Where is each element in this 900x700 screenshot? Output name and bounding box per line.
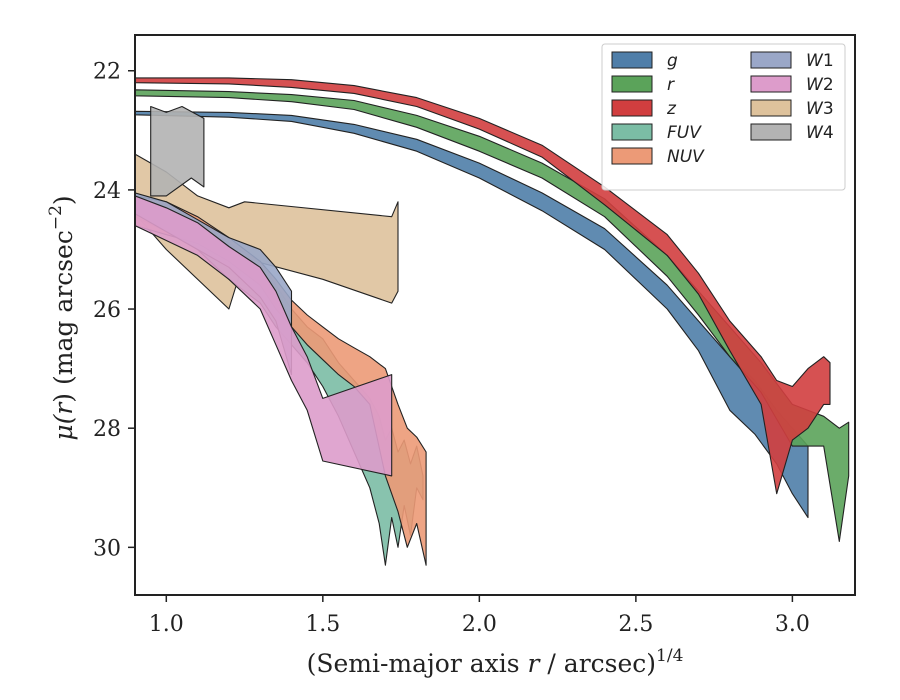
band-w3 xyxy=(135,153,399,310)
y-tick-label: 28 xyxy=(93,417,121,442)
legend-swatch-z xyxy=(611,99,653,117)
legend-label-w4: W4 xyxy=(806,123,834,143)
x-tick-label: 1.5 xyxy=(305,612,340,637)
legend-swatch-w1 xyxy=(750,51,792,69)
legend-label-z: z xyxy=(666,99,677,119)
y-axis: 22 24 26 28 30 xyxy=(93,60,135,561)
x-tick-label: 2.5 xyxy=(618,612,653,637)
y-axis-label: μ(r) (mag arcsec−2) xyxy=(46,195,78,440)
legend-label-g: g xyxy=(667,51,678,71)
legend-swatch-r xyxy=(611,75,653,93)
x-tick-label: 2.0 xyxy=(462,612,497,637)
y-tick-label: 22 xyxy=(93,60,121,85)
legend: grz FUV NUV W1 W2 W3 W4 xyxy=(601,43,846,191)
legend-label-w3: W3 xyxy=(806,99,834,119)
legend-label-nuv: NUV xyxy=(667,147,705,167)
legend-label-r: r xyxy=(667,75,675,95)
plot-frame xyxy=(134,34,856,596)
x-axis: 1.0 1.5 2.0 2.5 3.0 xyxy=(149,595,810,637)
legend-swatch-fuv xyxy=(611,123,653,141)
x-tick-label: 3.0 xyxy=(775,612,810,637)
band-g xyxy=(135,110,809,519)
legend-swatch-nuv xyxy=(611,147,653,165)
legend-swatch-w4 xyxy=(750,123,792,141)
x-axis-label: (Semi-major axis r / arcsec)1/4 xyxy=(307,646,684,678)
legend-swatch-w2 xyxy=(750,75,792,93)
legend-label-fuv: FUV xyxy=(667,123,702,143)
series-bands xyxy=(135,77,850,566)
band-w2 xyxy=(135,195,393,477)
legend-swatch-w3 xyxy=(750,99,792,117)
legend-label-w1: W1 xyxy=(806,51,834,71)
legend-label-w2: W2 xyxy=(806,75,834,95)
band-w4 xyxy=(150,105,205,197)
y-tick-label: 24 xyxy=(93,179,121,204)
x-tick-label: 1.0 xyxy=(149,612,184,637)
band-z xyxy=(135,77,831,495)
band-r xyxy=(135,89,850,542)
y-tick-label: 26 xyxy=(93,298,121,323)
legend-swatch-g xyxy=(611,51,653,69)
y-tick-label: 30 xyxy=(93,536,121,561)
